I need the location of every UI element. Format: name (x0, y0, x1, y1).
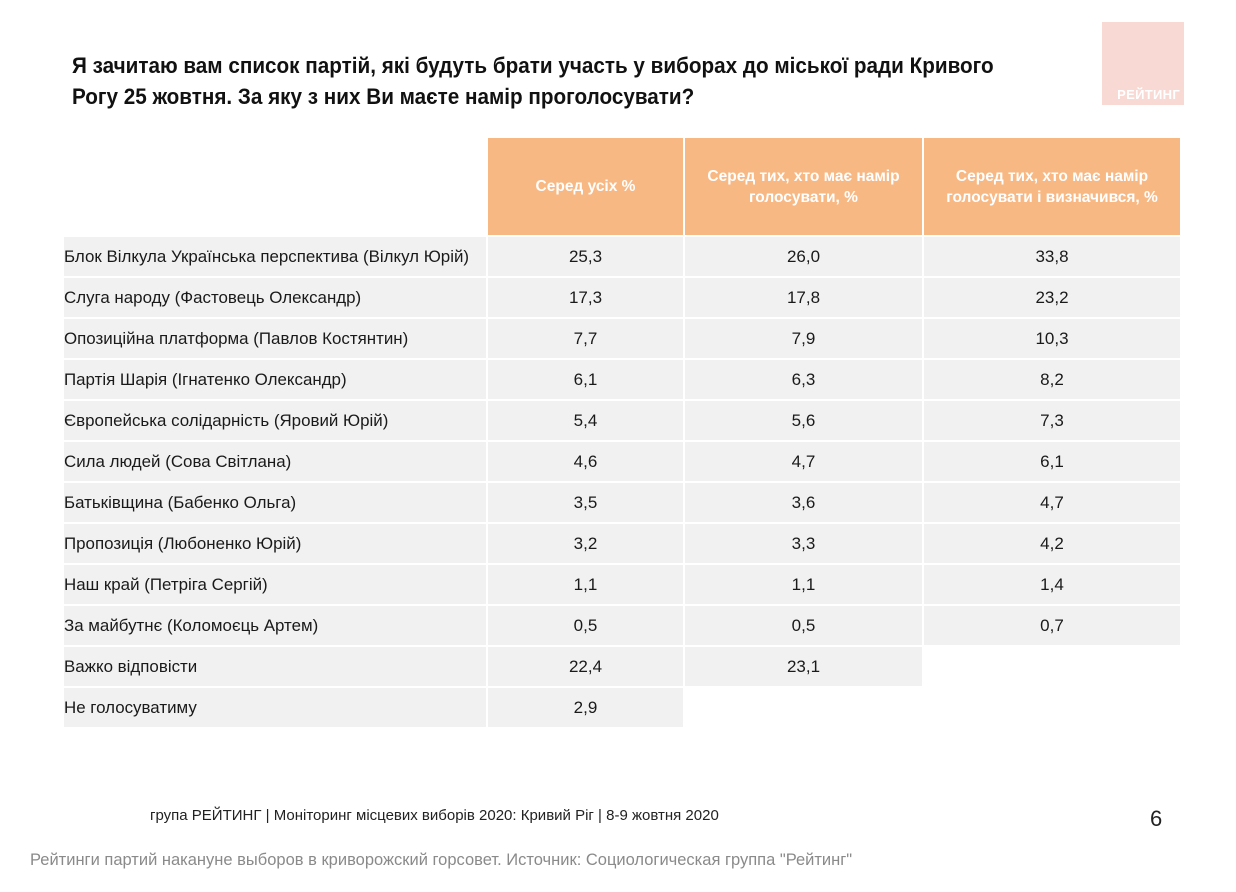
header-all-respondents: Серед усіх % (488, 138, 683, 235)
value-cell-col1: 17,3 (488, 278, 683, 317)
value-cell-col1: 3,2 (488, 524, 683, 563)
value-cell-col1: 3,5 (488, 483, 683, 522)
party-name: Важко відповісти (64, 647, 486, 686)
value-cell-col3: 0,7 (924, 606, 1180, 645)
value-cell-col1: 6,1 (488, 360, 683, 399)
party-name: Партія Шарія (Ігнатенко Олександр) (64, 360, 486, 399)
table-row: Слуга народу (Фастовець Олександр) 17,3 17… (64, 278, 1180, 317)
value-cell-col2: 0,5 (685, 606, 922, 645)
table-row: Сила людей (Сова Світлана) 4,6 4,7 6,1 (64, 442, 1180, 481)
header-empty-cell (64, 138, 486, 235)
table-row: Важко відповісти 22,4 23,1 (64, 647, 1180, 686)
table-row: Опозиційна платформа (Павлов Костянтин) 7… (64, 319, 1180, 358)
table-row: Європейська солідарність (Яровий Юрій) 5,… (64, 401, 1180, 440)
party-name: Блок Вілкула Українська перспектива (Віл… (64, 237, 486, 276)
table-row: Блок Вілкула Українська перспектива (Віл… (64, 237, 1180, 276)
table-row: Партія Шарія (Ігнатенко Олександр) 6,1 6,3… (64, 360, 1180, 399)
value-cell-col3: 1,4 (924, 565, 1180, 604)
value-cell-col3: 33,8 (924, 237, 1180, 276)
value-cell-col2: 1,1 (685, 565, 922, 604)
party-name: Слуга народу (Фастовець Олександр) (64, 278, 486, 317)
value-cell-col3: 6,1 (924, 442, 1180, 481)
header-decided-voters: Серед тих, хто має намір голосувати і ви… (924, 138, 1180, 235)
value-cell-col2: 5,6 (685, 401, 922, 440)
value-cell-col3: 7,3 (924, 401, 1180, 440)
value-cell-col1: 22,4 (488, 647, 683, 686)
value-cell-col1: 1,1 (488, 565, 683, 604)
table-row: За майбутнє (Коломоєць Артем) 0,5 0,5 0,7 (64, 606, 1180, 645)
empty-cell (924, 688, 1180, 727)
empty-cell (924, 647, 1180, 686)
party-name: Європейська солідарність (Яровий Юрій) (64, 401, 486, 440)
value-cell-col3: 10,3 (924, 319, 1180, 358)
page-number: 6 (1150, 806, 1163, 831)
value-cell-col3: 4,7 (924, 483, 1180, 522)
party-name: За майбутнє (Коломоєць Артем) (64, 606, 486, 645)
value-cell-col1: 4,6 (488, 442, 683, 481)
value-cell-col2: 3,3 (685, 524, 922, 563)
party-name: Не голосуватиму (64, 688, 486, 727)
party-name: Опозиційна платформа (Павлов Костянтин) (64, 319, 486, 358)
table-row: Не голосуватиму 2,9 (64, 688, 1180, 727)
header-intend-to-vote: Серед тих, хто має намір голосувати, % (685, 138, 922, 235)
value-cell-col2: 17,8 (685, 278, 922, 317)
footer-source: група РЕЙТИНГ | Моніторинг місцевих вибо… (150, 807, 719, 824)
party-name: Наш край (Петріга Сергій) (64, 565, 486, 604)
value-cell-col3: 8,2 (924, 360, 1180, 399)
party-name: Батьківщина (Бабенко Ольга) (64, 483, 486, 522)
value-cell-col2: 23,1 (685, 647, 922, 686)
value-cell-col2: 7,9 (685, 319, 922, 358)
value-cell-col1: 7,7 (488, 319, 683, 358)
value-cell-col3: 23,2 (924, 278, 1180, 317)
value-cell-col2: 3,6 (685, 483, 922, 522)
value-cell-col2: 6,3 (685, 360, 922, 399)
results-table: Серед усіх % Серед тих, хто має намір го… (62, 136, 1182, 729)
value-cell-col2: 4,7 (685, 442, 922, 481)
table-row: Пропозиція (Любоненко Юрій) 3,2 3,3 4,2 (64, 524, 1180, 563)
value-cell-col1: 5,4 (488, 401, 683, 440)
value-cell-col2: 26,0 (685, 237, 922, 276)
logo-text: РЕЙТИНГ (1117, 87, 1180, 102)
value-cell-col1: 2,9 (488, 688, 683, 727)
party-name: Сила людей (Сова Світлана) (64, 442, 486, 481)
table-row: Батьківщина (Бабенко Ольга) 3,5 3,6 4,7 (64, 483, 1180, 522)
table-row: Наш край (Петріга Сергій) 1,1 1,1 1,4 (64, 565, 1180, 604)
image-caption: Рейтинги партий накануне выборов в криво… (30, 851, 853, 869)
slide-title: Я зачитаю вам список партій, які будуть … (72, 53, 994, 109)
empty-cell (685, 688, 922, 727)
value-cell-col1: 25,3 (488, 237, 683, 276)
value-cell-col1: 0,5 (488, 606, 683, 645)
rating-logo: РЕЙТИНГ (1102, 22, 1184, 105)
value-cell-col3: 4,2 (924, 524, 1180, 563)
party-name: Пропозиція (Любоненко Юрій) (64, 524, 486, 563)
table-header-row: Серед усіх % Серед тих, хто має намір го… (64, 138, 1180, 235)
